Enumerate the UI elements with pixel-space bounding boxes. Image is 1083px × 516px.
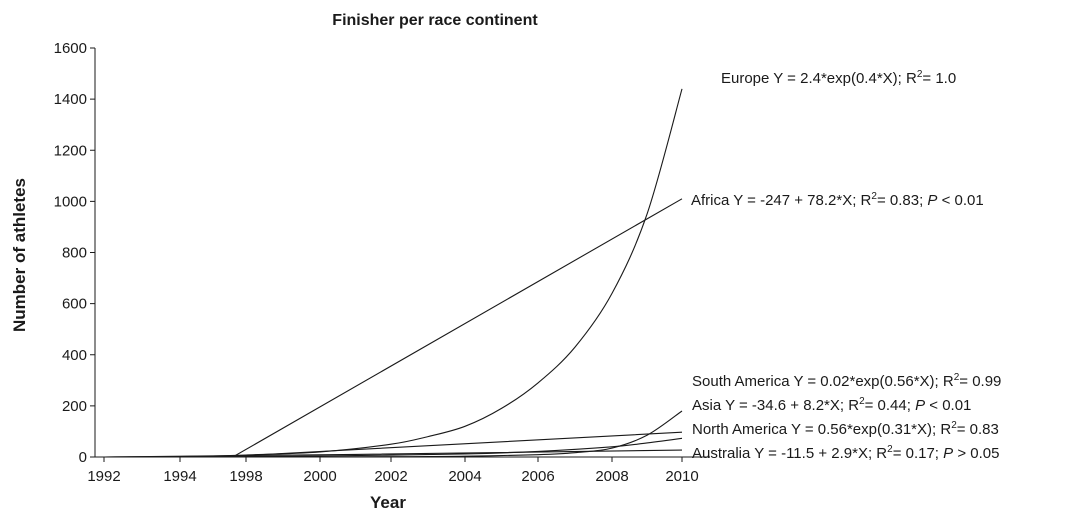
y-axis-ticks: 0 200 400 600 800 1000 1200 1400 1600 — [54, 40, 95, 466]
series-line-north-america — [103, 437, 683, 458]
y-tick-label: 800 — [62, 245, 87, 262]
series-labels: Europe Y = 2.4*exp(0.4*X); R2= 1.0 Africa… — [691, 69, 1001, 462]
y-tick-label: 1200 — [54, 142, 87, 159]
series-label-australia: Australia Y = -11.5 + 2.9*X; R2= 0.17; P… — [692, 444, 999, 462]
y-tick-label: 600 — [62, 296, 87, 313]
series-label-asia: Asia Y = -34.6 + 8.2*X; R2= 0.44; P < 0.… — [692, 396, 971, 414]
y-tick-label: 1400 — [54, 91, 87, 108]
series-label-europe: Europe Y = 2.4*exp(0.4*X); R2= 1.0 — [721, 69, 956, 87]
x-tick-label: 2010 — [665, 468, 698, 485]
x-axis-title: Year — [370, 493, 406, 512]
x-tick-label: 2002 — [374, 468, 407, 485]
x-tick-label: 2000 — [303, 468, 336, 485]
x-tick-label: 2008 — [595, 468, 628, 485]
series-label-north-america: North America Y = 0.56*exp(0.31*X); R2= … — [692, 420, 999, 438]
x-tick-label: 1998 — [229, 468, 262, 485]
y-tick-label: 400 — [62, 347, 87, 364]
axes — [94, 48, 710, 458]
series-line-africa — [104, 198, 683, 458]
y-axis-title: Number of athletes — [10, 178, 29, 332]
series-label-south-america: South America Y = 0.02*exp(0.56*X); R2= … — [692, 372, 1001, 390]
series-line-europe — [103, 88, 683, 458]
y-tick-label: 1000 — [54, 193, 87, 210]
series-lines — [103, 88, 683, 458]
x-tick-label: 1992 — [87, 468, 120, 485]
y-tick-label: 200 — [62, 398, 87, 415]
x-axis-ticks: 1992 1994 1998 2000 2002 2004 2006 2008 2010 — [87, 457, 699, 485]
x-tick-label: 2006 — [521, 468, 554, 485]
x-tick-label: 2004 — [448, 468, 481, 485]
series-line-asia — [104, 431, 683, 458]
x-tick-label: 1994 — [163, 468, 196, 485]
series-label-africa: Africa Y = -247 + 78.2*X; R2= 0.83; P < … — [691, 191, 984, 209]
series-line-australia — [103, 449, 683, 458]
y-tick-label: 0 — [79, 449, 87, 466]
y-tick-label: 1600 — [54, 40, 87, 57]
chart-title: Finisher per race continent — [332, 12, 538, 29]
series-line-south-america — [103, 410, 683, 458]
